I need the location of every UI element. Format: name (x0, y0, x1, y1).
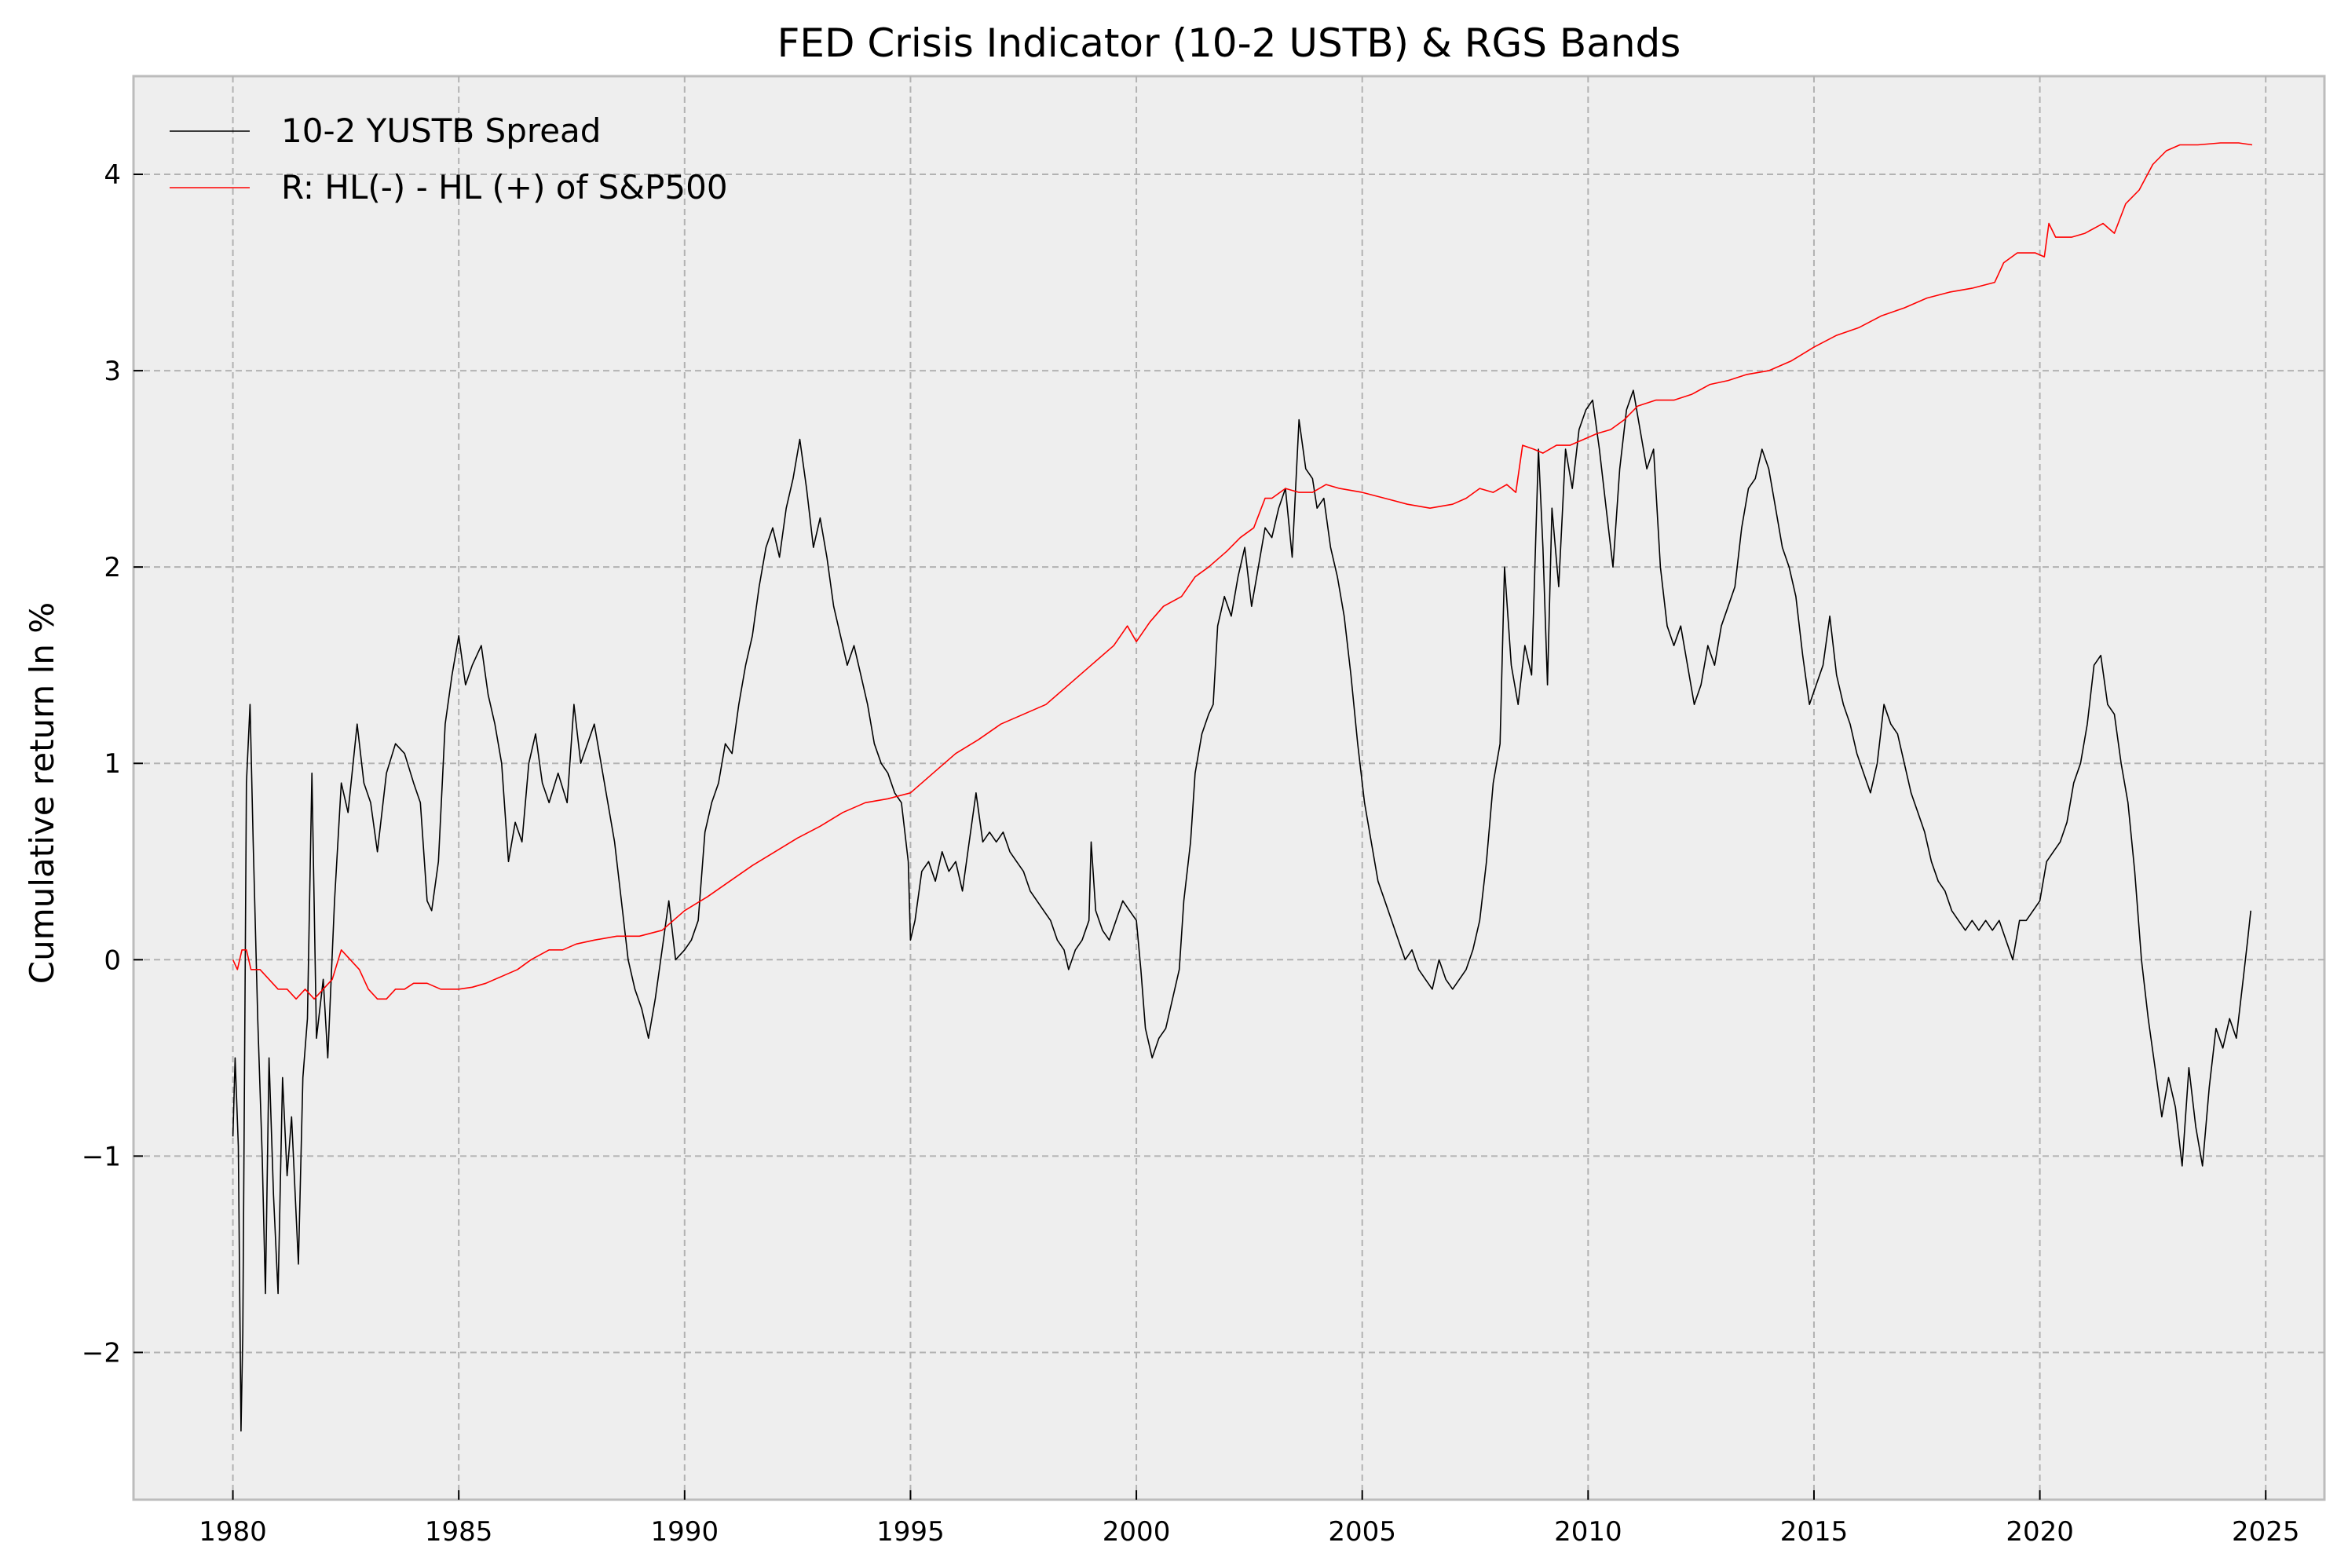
plot-area (132, 75, 2326, 1501)
x-tick-label: 1990 (651, 1516, 719, 1548)
x-axis: 1980 1985 1990 1995 2000 2005 2010 2015 2020 2025 (199, 1490, 2299, 1548)
y-tick-label: 3 (104, 356, 121, 387)
legend: 10-2 YUSTB Spread R: HL(-) - HL (+) of S… (170, 111, 728, 207)
x-tick-label: 2020 (2006, 1516, 2074, 1548)
y-tick-label: 4 (104, 159, 121, 191)
y-tick-label: 2 (104, 552, 121, 583)
y-axis-label: Cumulative return ln % (23, 602, 61, 984)
x-tick-label: 1985 (425, 1516, 493, 1548)
legend-label-spread: 10-2 YUSTB Spread (281, 111, 601, 150)
y-tick-label: 1 (104, 748, 121, 780)
chart-title: FED Crisis Indicator (10-2 USTB) & RGS B… (777, 20, 1681, 66)
series-line-rgs (232, 142, 2253, 1000)
x-tick-label: 2015 (1780, 1516, 1849, 1548)
series-layer (232, 142, 2253, 1432)
x-tick-label: 2025 (2232, 1516, 2300, 1548)
x-tick-label: 2005 (1328, 1516, 1396, 1548)
x-tick-label: 2010 (1554, 1516, 1622, 1548)
x-tick-label: 1980 (199, 1516, 267, 1548)
series-line-spread (232, 389, 2251, 1432)
y-tick-label: −1 (82, 1141, 121, 1172)
x-tick-label: 1995 (876, 1516, 945, 1548)
y-tick-label: 0 (104, 945, 121, 976)
y-axis: −2 −1 0 1 2 3 4 (82, 159, 143, 1369)
legend-label-rgs: R: HL(-) - HL (+) of S&P500 (281, 168, 728, 207)
grid (133, 76, 2324, 1500)
x-tick-label: 2000 (1103, 1516, 1171, 1548)
y-tick-label: −2 (82, 1337, 121, 1369)
